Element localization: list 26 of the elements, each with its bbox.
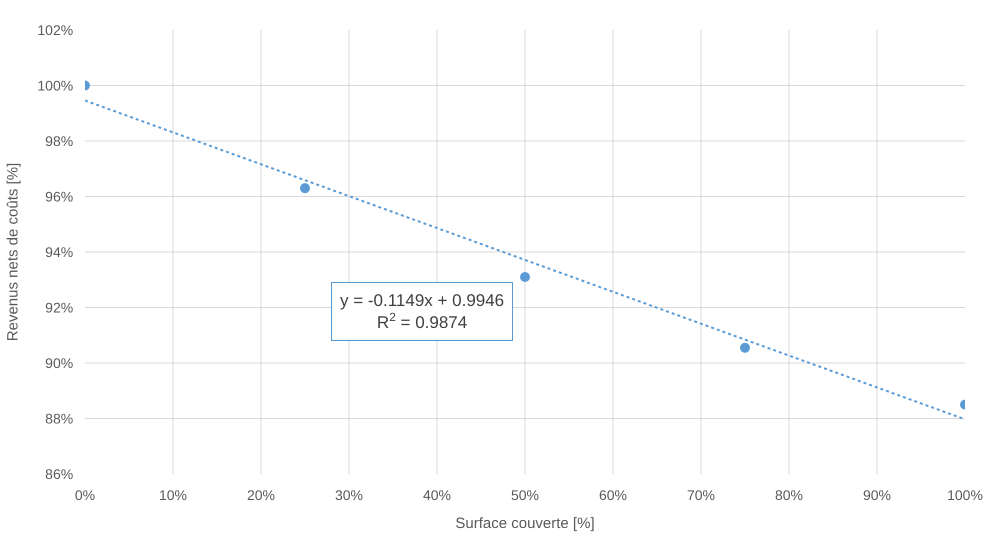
y-tick-label: 98% — [45, 132, 74, 149]
point — [300, 183, 310, 194]
y-tick-label: 88% — [45, 410, 74, 426]
y-tick-label: 96% — [45, 188, 74, 204]
x-tick-label: 0% — [74, 486, 96, 503]
x-tick-label: 20% — [246, 486, 276, 503]
x-tick-label: 50% — [510, 486, 540, 503]
point — [740, 342, 750, 353]
point — [520, 272, 530, 282]
x-tick-label: 100% — [947, 486, 983, 503]
y-tick-label: 90% — [45, 354, 74, 371]
x-tick-label: 60% — [598, 486, 628, 503]
y-tick-label: 94% — [45, 244, 74, 260]
y-tick-label: 102% — [37, 22, 74, 38]
y-tick-label: 92% — [45, 299, 74, 316]
y-tick-label: 86% — [45, 466, 74, 482]
x-tick-label: 10% — [158, 486, 188, 503]
x-tick-label: 30% — [334, 486, 364, 503]
x-tick-label: 80% — [774, 486, 804, 503]
annotation: y = -0.1149x + 0.9946 R$^{2}$ = 0.9874 — [340, 291, 504, 332]
x-tick-label: 40% — [422, 486, 452, 503]
y-axis-title: Revenus nets de coûts [%] — [4, 162, 22, 342]
y-tick-label: 100% — [37, 77, 74, 94]
x-tick-label: 90% — [862, 486, 892, 503]
x-axis-title: Surface couverte [%] — [455, 514, 595, 532]
x-tick-label: 70% — [686, 486, 716, 503]
